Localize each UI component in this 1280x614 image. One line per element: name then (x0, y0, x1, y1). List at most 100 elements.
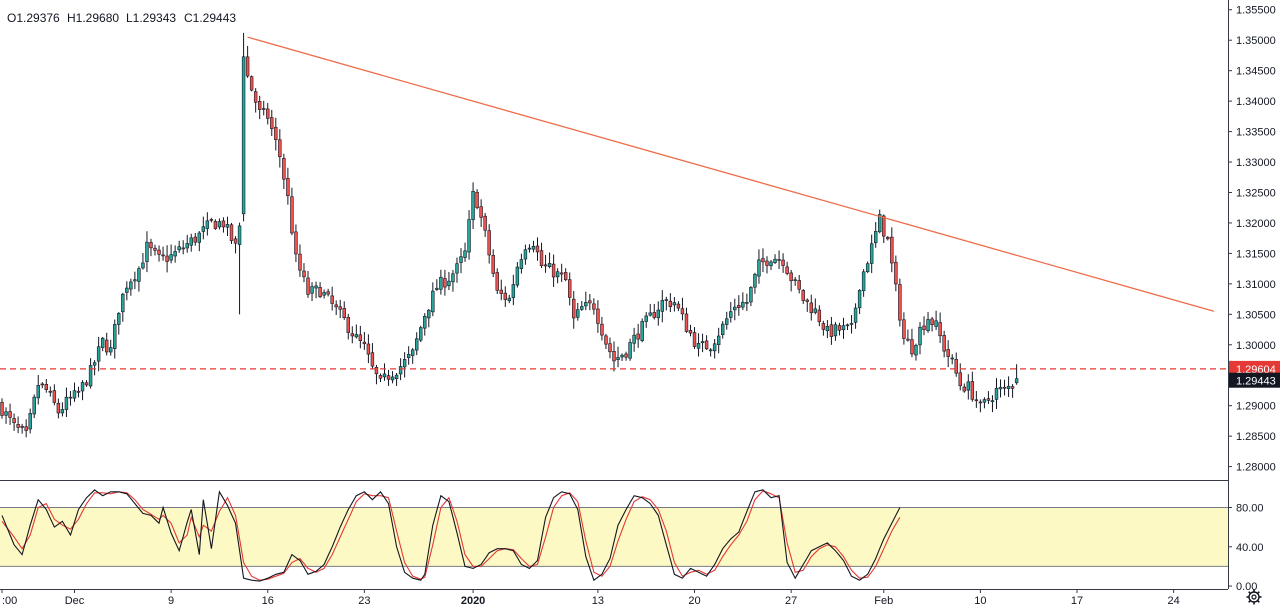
candle (584, 291, 588, 311)
candle (415, 332, 419, 356)
candle (825, 320, 830, 339)
candle (841, 317, 846, 339)
candle (4, 407, 8, 424)
candle (886, 235, 890, 241)
candle (720, 321, 725, 339)
candle (298, 244, 302, 277)
candle (547, 252, 552, 269)
candle (141, 252, 145, 270)
candle (443, 269, 447, 296)
candle (56, 398, 61, 419)
candle (137, 266, 141, 292)
candle (1002, 379, 1007, 396)
candle (189, 233, 193, 252)
candle (386, 369, 391, 386)
candle (857, 289, 862, 315)
candle (950, 354, 954, 365)
candle (370, 343, 375, 370)
candle (878, 209, 882, 234)
candle (92, 360, 97, 376)
candle (604, 333, 608, 349)
settings-gear-icon[interactable] (1246, 589, 1262, 605)
candle (978, 399, 983, 413)
candle (467, 210, 471, 260)
candle (600, 316, 604, 341)
candle (161, 246, 165, 261)
candle (455, 257, 459, 283)
candle (290, 187, 294, 236)
candle (998, 379, 1003, 398)
candle (209, 217, 214, 223)
candle (954, 352, 958, 377)
candle (402, 352, 407, 378)
time-tick-label: 27 (785, 595, 797, 607)
candle (270, 109, 274, 137)
candle (113, 319, 117, 359)
candle (358, 325, 363, 349)
candle (314, 281, 318, 299)
candle (958, 363, 962, 391)
candle (390, 371, 395, 384)
candle (793, 276, 797, 286)
candle (205, 212, 210, 236)
time-tick-label: 10 (974, 595, 986, 607)
candle (64, 387, 69, 418)
time-tick-label: 13 (592, 595, 604, 607)
candle (696, 333, 701, 357)
candle (612, 341, 616, 372)
candle (568, 272, 572, 306)
candle (632, 327, 636, 352)
candle (109, 339, 113, 356)
candle (278, 129, 282, 168)
candle (8, 403, 12, 425)
candle (797, 275, 801, 294)
candle (241, 32, 246, 222)
candle (918, 321, 922, 355)
price-tick-label: 1.32500 (1236, 187, 1276, 199)
candle (96, 336, 101, 372)
candle (644, 312, 648, 328)
candle (672, 297, 677, 312)
candle (716, 327, 721, 354)
candle (817, 305, 822, 327)
candle (257, 95, 262, 120)
candle (922, 316, 926, 336)
candle (942, 330, 946, 358)
resistance-trendline[interactable] (247, 36, 1215, 312)
candle (153, 244, 157, 256)
candle (133, 271, 137, 290)
candle (648, 303, 652, 317)
candle (125, 281, 129, 301)
candle (966, 374, 971, 400)
candle (499, 279, 503, 301)
candle (974, 391, 979, 408)
candle (410, 347, 415, 364)
price-tick-label: 1.33000 (1236, 157, 1276, 169)
candle (660, 290, 665, 323)
candle (394, 372, 399, 387)
candle (479, 199, 483, 227)
candle (382, 363, 387, 381)
stoch-d-line (1, 490, 901, 581)
candle (48, 386, 53, 397)
candle (962, 383, 966, 393)
candle (451, 270, 455, 292)
candle (986, 391, 991, 405)
candle (946, 340, 950, 368)
price-tick-label: 1.33500 (1236, 127, 1276, 139)
candle (511, 274, 516, 306)
candle (475, 189, 479, 210)
candle (539, 242, 544, 269)
candle (439, 269, 443, 295)
candle (495, 268, 499, 294)
candle (753, 272, 757, 294)
candle (769, 259, 773, 270)
candle (882, 214, 886, 244)
candle (471, 182, 475, 230)
candle (938, 312, 942, 344)
candle (515, 261, 520, 288)
candle (459, 248, 463, 274)
ohlc-open: O1.29376 (7, 11, 60, 25)
